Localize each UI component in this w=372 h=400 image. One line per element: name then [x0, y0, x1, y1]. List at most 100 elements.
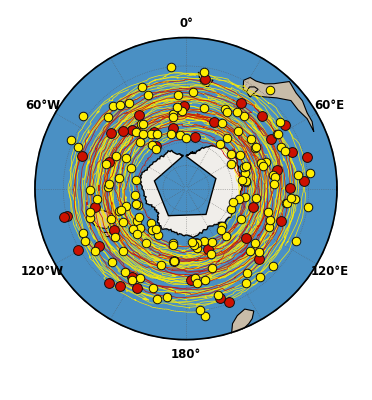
- Point: [263, 159, 269, 165]
- Point: [257, 274, 263, 280]
- Point: [252, 144, 258, 151]
- Point: [218, 227, 224, 233]
- Point: [228, 161, 234, 168]
- Point: [267, 217, 273, 223]
- Point: [168, 64, 174, 70]
- Point: [192, 274, 198, 281]
- Point: [243, 178, 249, 185]
- Point: [238, 216, 244, 222]
- Point: [288, 195, 294, 201]
- Point: [202, 76, 208, 82]
- Point: [284, 199, 290, 206]
- Point: [96, 243, 102, 249]
- Point: [211, 118, 217, 125]
- Point: [106, 158, 112, 165]
- Point: [269, 136, 275, 142]
- Point: [177, 131, 183, 138]
- Point: [134, 218, 140, 224]
- Point: [219, 223, 225, 230]
- Point: [287, 184, 293, 191]
- Point: [128, 165, 134, 172]
- Point: [138, 121, 144, 128]
- Point: [242, 194, 248, 200]
- Point: [153, 142, 159, 149]
- Point: [105, 113, 111, 120]
- Point: [241, 164, 247, 170]
- Point: [171, 257, 177, 264]
- Point: [135, 202, 141, 208]
- Point: [148, 220, 154, 226]
- Point: [259, 113, 265, 119]
- Point: [139, 84, 145, 90]
- Point: [76, 246, 81, 253]
- Point: [270, 172, 276, 178]
- Point: [305, 154, 311, 161]
- Text: 60°W: 60°W: [25, 99, 60, 112]
- Point: [243, 280, 249, 287]
- Text: 180°: 180°: [171, 348, 201, 361]
- Point: [149, 227, 155, 234]
- Point: [223, 233, 229, 239]
- Point: [171, 258, 177, 264]
- Point: [80, 113, 86, 119]
- Point: [134, 230, 140, 237]
- Point: [295, 172, 301, 178]
- Point: [181, 103, 187, 109]
- Point: [113, 152, 119, 159]
- Point: [87, 187, 93, 194]
- Point: [278, 144, 283, 150]
- Point: [256, 256, 262, 262]
- Point: [250, 204, 256, 210]
- Point: [209, 238, 215, 245]
- Point: [106, 180, 112, 187]
- Point: [145, 92, 151, 99]
- Point: [301, 178, 307, 184]
- Point: [215, 292, 221, 298]
- Point: [140, 131, 146, 138]
- Point: [222, 106, 228, 112]
- Point: [239, 177, 245, 183]
- Point: [282, 148, 288, 154]
- Point: [174, 104, 180, 110]
- Point: [168, 131, 174, 138]
- Point: [235, 128, 241, 134]
- Point: [228, 206, 234, 212]
- Point: [189, 239, 195, 246]
- Point: [140, 121, 146, 127]
- Polygon shape: [104, 232, 110, 237]
- Text: 120°E: 120°E: [310, 265, 349, 278]
- Point: [68, 137, 74, 143]
- Point: [153, 226, 159, 232]
- Point: [130, 226, 136, 232]
- Point: [61, 214, 67, 220]
- Point: [109, 259, 115, 265]
- Point: [133, 201, 139, 207]
- Point: [129, 127, 135, 134]
- Point: [289, 148, 295, 155]
- Point: [87, 209, 93, 215]
- Point: [164, 294, 170, 301]
- Point: [109, 102, 115, 109]
- Point: [270, 263, 276, 270]
- Point: [108, 130, 114, 136]
- Point: [267, 86, 273, 93]
- Point: [118, 206, 124, 213]
- Point: [194, 240, 200, 247]
- Point: [226, 299, 232, 305]
- Point: [134, 285, 140, 292]
- Point: [149, 142, 155, 148]
- Point: [170, 240, 176, 246]
- Polygon shape: [90, 208, 116, 228]
- Point: [305, 204, 311, 210]
- Polygon shape: [231, 309, 254, 337]
- Point: [192, 134, 198, 140]
- Circle shape: [34, 37, 338, 340]
- Point: [243, 162, 249, 169]
- Point: [194, 245, 200, 252]
- Text: 120°W: 120°W: [21, 265, 64, 278]
- Polygon shape: [198, 72, 213, 87]
- Point: [133, 177, 139, 183]
- Point: [252, 239, 258, 246]
- Point: [236, 196, 242, 202]
- Point: [132, 192, 138, 198]
